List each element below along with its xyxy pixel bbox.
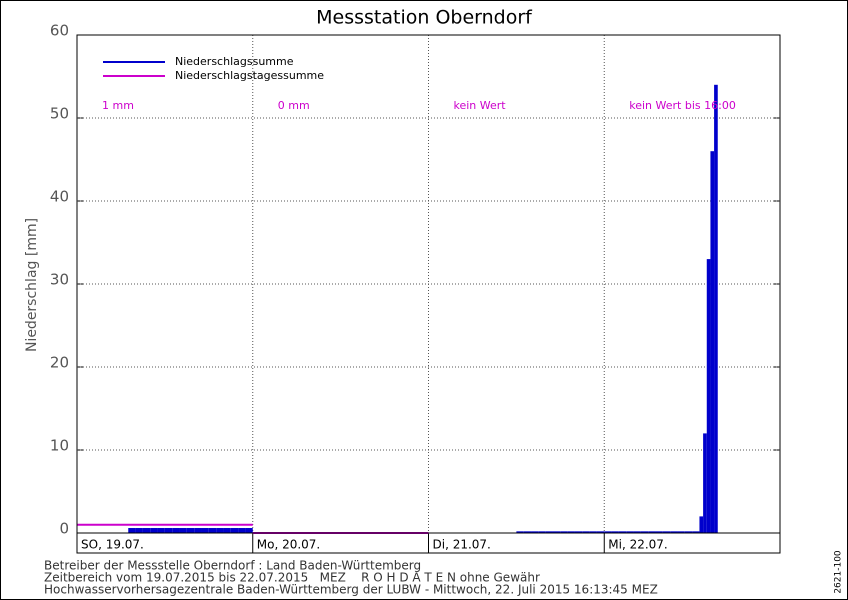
bar — [596, 531, 605, 533]
y-tick-label: 10 — [50, 437, 69, 455]
bar — [186, 528, 195, 533]
y-tick-label: 20 — [50, 354, 69, 372]
bar — [150, 528, 158, 533]
x-tick-label: Mi, 22.07. — [608, 538, 667, 552]
bar — [648, 531, 656, 533]
daily-total-label: kein Wert — [454, 99, 507, 112]
bar — [523, 531, 532, 533]
bar — [699, 516, 704, 533]
legend-label: Niederschlagstagessumme — [175, 69, 324, 82]
bar — [538, 531, 546, 533]
bar — [172, 528, 180, 533]
daily-total-label: 1 mm — [102, 99, 134, 112]
bar — [684, 531, 693, 533]
bar — [703, 433, 707, 533]
y-tick-label: 60 — [50, 22, 69, 40]
bar — [516, 531, 524, 533]
bar — [128, 528, 136, 533]
bar — [194, 528, 202, 533]
bar — [223, 528, 231, 533]
bar — [582, 531, 590, 533]
footer-line: Betreiber der Messstelle Oberndorf : Lan… — [44, 559, 421, 573]
bar — [670, 531, 678, 533]
footer-line: Hochwasservorhersagezentrale Baden-Württ… — [44, 583, 658, 597]
y-tick-label: 40 — [50, 188, 69, 206]
footer-line: Zeitbereich vom 19.07.2015 bis 22.07.201… — [44, 571, 540, 585]
bar — [710, 151, 715, 533]
bar — [662, 531, 671, 533]
bar — [692, 531, 700, 533]
bar — [208, 528, 217, 533]
daily-total-label: 0 mm — [278, 99, 310, 112]
bar — [560, 531, 568, 533]
bar — [633, 531, 641, 533]
x-tick-label: Di, 21.07. — [433, 538, 491, 552]
bar — [164, 528, 173, 533]
chart-title: Messstation Oberndorf — [316, 7, 533, 29]
bar — [230, 528, 239, 533]
bar — [552, 531, 561, 533]
bar — [574, 531, 583, 533]
bar — [640, 531, 649, 533]
y-axis-label: Niederschlag [mm] — [24, 218, 40, 352]
daily-total-label: kein Wert bis 16:00 — [629, 99, 736, 112]
bar — [245, 528, 253, 533]
y-tick-label: 50 — [50, 105, 69, 123]
y-tick-label: 30 — [50, 271, 69, 289]
bar — [589, 531, 597, 533]
bar — [216, 528, 224, 533]
plot-frame — [76, 34, 781, 554]
bar — [706, 259, 711, 533]
bar — [135, 528, 143, 533]
x-tick-label: Mo, 20.07. — [257, 538, 321, 552]
bar — [618, 531, 627, 533]
bar — [157, 528, 165, 533]
station-code: 2621-100 — [834, 550, 844, 594]
bar — [626, 531, 634, 533]
bar — [238, 528, 246, 533]
bar — [655, 531, 663, 533]
bar — [142, 528, 151, 533]
bar — [604, 531, 612, 533]
bar — [677, 531, 685, 533]
bar — [201, 528, 209, 533]
bar — [714, 84, 718, 534]
bar — [179, 528, 187, 533]
y-tick-label: 0 — [59, 520, 69, 538]
bar — [545, 531, 553, 533]
bar — [567, 531, 575, 533]
x-tick-label: SO, 19.07. — [81, 538, 144, 552]
legend-label: Niederschlagssumme — [175, 55, 294, 68]
bar — [531, 531, 539, 533]
bar — [611, 531, 619, 533]
